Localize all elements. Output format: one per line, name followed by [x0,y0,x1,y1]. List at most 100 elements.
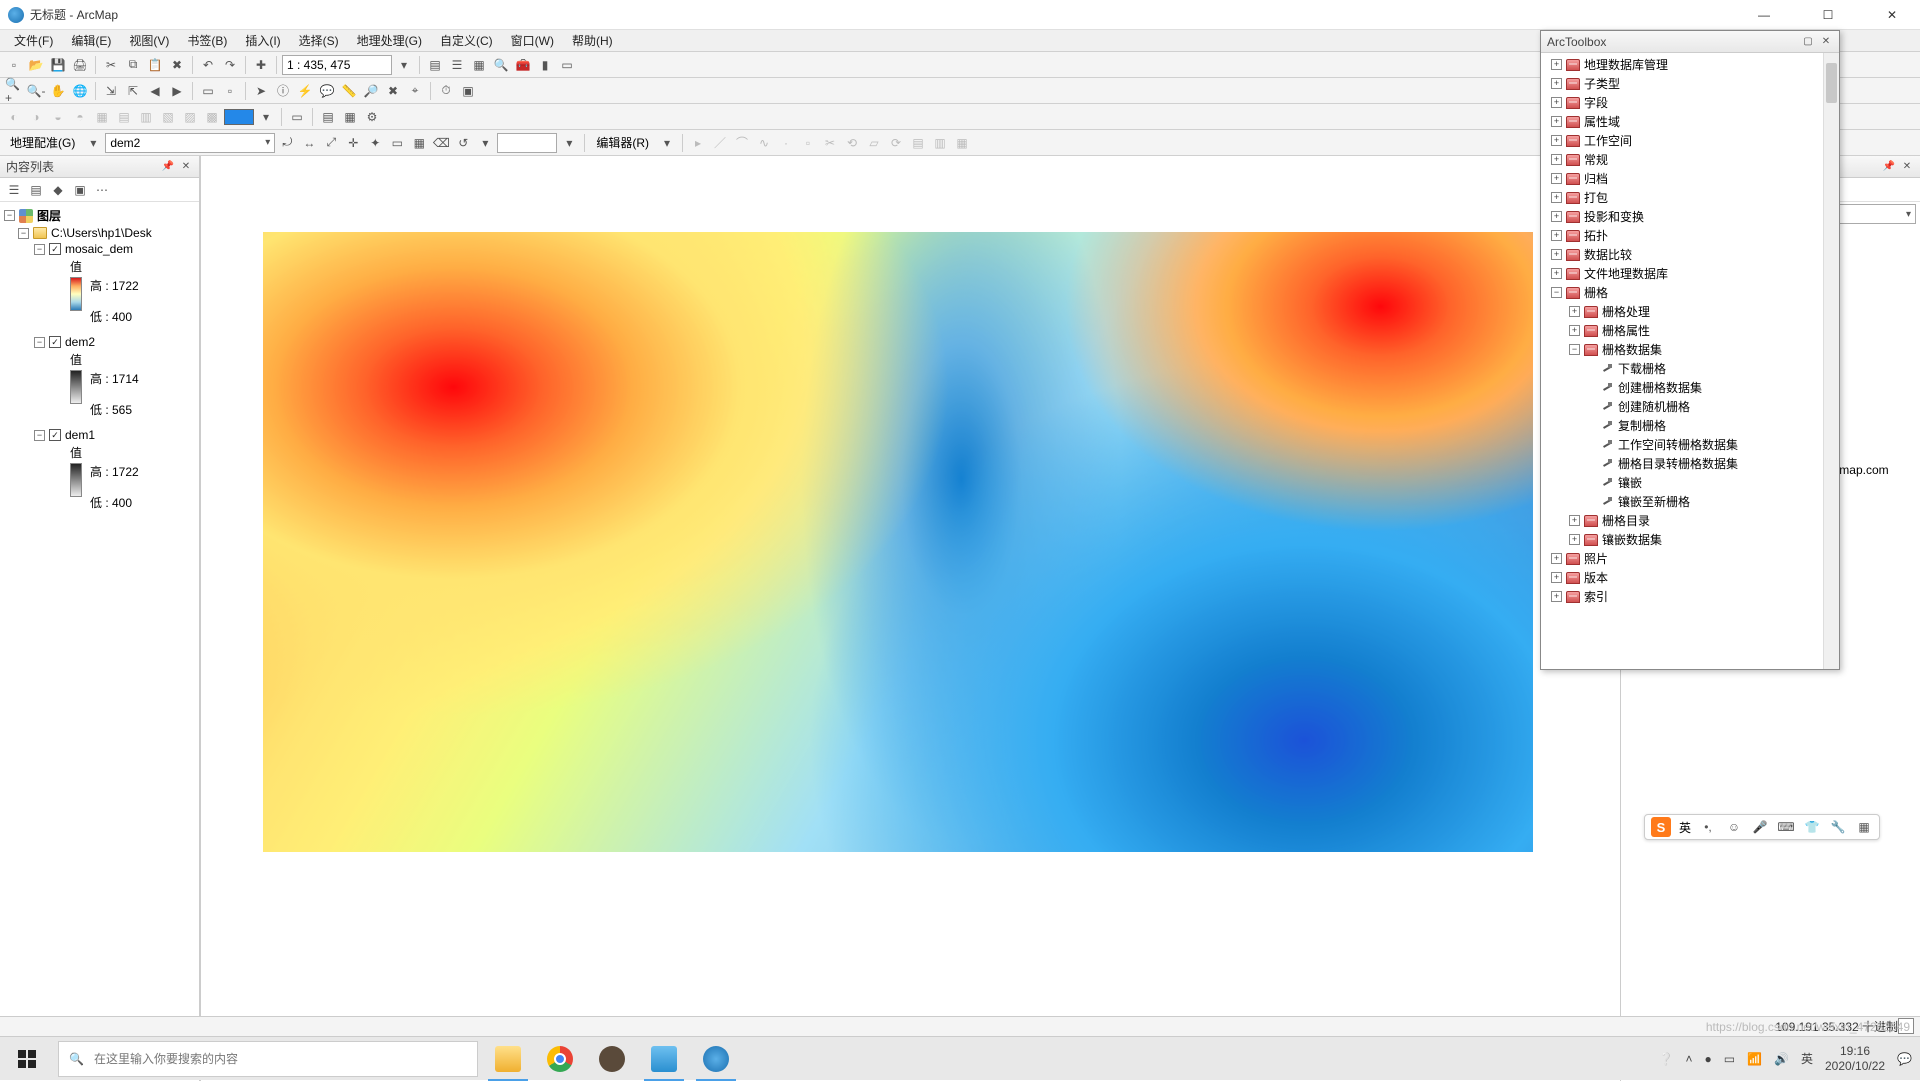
menu-item[interactable]: 编辑(E) [63,30,119,51]
toolbox-toolbox[interactable]: +照片 [1545,549,1835,568]
save-icon[interactable]: 💾 [48,55,68,75]
toolbox-toolbox[interactable]: +地理数据库管理 [1545,55,1835,74]
toolbox-toolbox[interactable]: +文件地理数据库 [1545,264,1835,283]
find-icon[interactable]: 🔎 [361,81,381,101]
twist-icon[interactable]: + [1551,268,1562,279]
paste-icon[interactable]: 📋 [145,55,165,75]
toolbox-tool[interactable]: 创建栅格数据集 [1545,378,1835,397]
tray-date[interactable]: 2020/10/22 [1825,1059,1885,1073]
ime-voice-icon[interactable]: 🎤 [1751,818,1769,836]
arctoolbox-icon[interactable]: 🧰 [513,55,533,75]
tray-help-icon[interactable]: ❔ [1659,1052,1674,1066]
toolbox-toolbox[interactable]: +栅格处理 [1545,302,1835,321]
twist-icon[interactable]: + [1551,591,1562,602]
catalog-icon[interactable]: ▦ [469,55,489,75]
close-button[interactable]: ✕ [1872,1,1912,29]
redo-icon[interactable]: ↷ [220,55,240,75]
clear-selection-icon[interactable]: ▫ [220,81,240,101]
scale-input[interactable]: 1 : 435, 475 [282,55,392,75]
next-extent-icon[interactable]: ▶ [167,81,187,101]
toc-list-by-source-icon[interactable]: ▤ [26,180,46,200]
georef-auto-icon[interactable]: ✦ [365,133,385,153]
tray-ime-lang[interactable]: 英 [1801,1050,1813,1067]
tray-clock[interactable]: 19:16 [1825,1044,1885,1058]
twist-icon[interactable]: − [34,430,45,441]
toolbox-toolbox[interactable]: +栅格目录 [1545,511,1835,530]
toolbox-toolbox[interactable]: +栅格属性 [1545,321,1835,340]
toolbox-tool[interactable]: 下载栅格 [1545,359,1835,378]
find-route-icon[interactable]: ✖ [383,81,403,101]
toolbox-toolbox[interactable]: +打包 [1545,188,1835,207]
georef-menu-icon[interactable]: ▾ [83,133,103,153]
georef-table-icon[interactable]: ▦ [409,133,429,153]
twist-icon[interactable]: + [1551,211,1562,222]
label-2-icon[interactable]: ▦ [340,107,360,127]
go-to-xy-icon[interactable]: ⌖ [405,81,425,101]
toolbox-toolbox[interactable]: +工作空间 [1545,131,1835,150]
fixed-zoom-in-icon[interactable]: ⇲ [101,81,121,101]
full-extent-icon[interactable]: 🌐 [70,81,90,101]
tray-volume-icon[interactable]: 🔊 [1774,1052,1789,1066]
print-icon[interactable]: 🖨 [70,55,90,75]
toolbox-tool[interactable]: 复制栅格 [1545,416,1835,435]
catalog-pin-icon[interactable]: 📌 [1882,160,1896,174]
arctoolbox-vscroll[interactable] [1823,53,1839,669]
toolbox-tool[interactable]: 创建随机栅格 [1545,397,1835,416]
layer-checkbox[interactable]: ✓ [49,429,61,441]
toolbox-tool[interactable]: 镶嵌 [1545,473,1835,492]
ime-skin-icon[interactable]: 👕 [1803,818,1821,836]
ime-keyboard-icon[interactable]: ⌨ [1777,818,1795,836]
arctoolbox-close-icon[interactable]: ✕ [1819,35,1833,49]
ime-lang[interactable]: 英 [1679,819,1691,836]
menu-item[interactable]: 帮助(H) [564,30,621,51]
editor-toolbar-icon[interactable]: ▤ [425,55,445,75]
open-icon[interactable]: 📂 [26,55,46,75]
toc-tree[interactable]: − 图层 − C:\Users\hp1\Desk − ✓ mosaic_dem … [0,202,199,1081]
editor-menu-icon[interactable]: ▾ [657,133,677,153]
ime-toolbar[interactable]: S 英 •, ☺ 🎤 ⌨ 👕 🔧 ▦ [1644,814,1880,840]
toc-list-by-drawing-icon[interactable]: ☰ [4,180,24,200]
python-icon[interactable]: ▮ [535,55,555,75]
twist-icon[interactable]: + [1551,553,1562,564]
twist-icon[interactable]: + [1569,306,1580,317]
twist-icon[interactable]: − [1551,287,1562,298]
prev-extent-icon[interactable]: ◀ [145,81,165,101]
menu-item[interactable]: 书签(B) [179,30,235,51]
copy-icon[interactable]: ⧉ [123,55,143,75]
georef-delete-icon[interactable]: ⌫ [431,133,451,153]
twist-icon[interactable]: + [1551,173,1562,184]
task-chrome[interactable] [534,1037,586,1081]
twist-icon[interactable]: + [1569,325,1580,336]
toolbox-toolbox[interactable]: +属性域 [1545,112,1835,131]
layer-checkbox[interactable]: ✓ [49,336,61,348]
ime-menu-icon[interactable]: ▦ [1855,818,1873,836]
toolbox-toolbox[interactable]: −栅格 [1545,283,1835,302]
ime-emoji-icon[interactable]: ☺ [1725,818,1743,836]
select-features-icon[interactable]: ▭ [198,81,218,101]
twist-icon[interactable]: + [1551,59,1562,70]
georef-addcp-icon[interactable]: ✛ [343,133,363,153]
tray-app-icon[interactable]: ● [1704,1052,1711,1066]
taskbar-search[interactable]: 🔍 在这里输入你要搜索的内容 [58,1041,478,1077]
minimize-button[interactable]: — [1744,1,1784,29]
toolbox-toolbox[interactable]: −栅格数据集 [1545,340,1835,359]
twist-icon[interactable]: + [1551,78,1562,89]
twist-icon[interactable]: − [34,337,45,348]
label-1-icon[interactable]: ▤ [318,107,338,127]
twist-icon[interactable]: − [18,228,29,239]
toc-icon[interactable]: ☰ [447,55,467,75]
georef-scale-icon[interactable]: ⤢ [321,133,341,153]
twist-icon[interactable]: + [1551,230,1562,241]
identify-icon[interactable]: ⓘ [273,81,293,101]
layer-name[interactable]: dem1 [65,428,95,442]
cut-icon[interactable]: ✂ [101,55,121,75]
twist-icon[interactable]: − [34,244,45,255]
georef-reset-icon[interactable]: ↺ [453,133,473,153]
layer-checkbox[interactable]: ✓ [49,243,61,255]
toolbox-toolbox[interactable]: +拓扑 [1545,226,1835,245]
toolbox-toolbox[interactable]: +数据比较 [1545,245,1835,264]
measure-icon[interactable]: 📏 [339,81,359,101]
toolbox-toolbox[interactable]: +索引 [1545,587,1835,606]
twist-icon[interactable]: + [1551,116,1562,127]
arctoolbox-tree[interactable]: +地理数据库管理+子类型+字段+属性域+工作空间+常规+归档+打包+投影和变换+… [1541,53,1839,669]
